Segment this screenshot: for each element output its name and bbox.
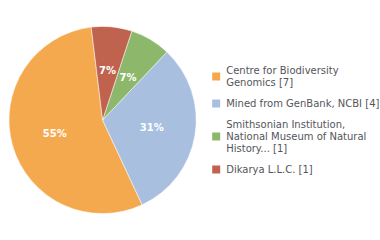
svg-text:Mined from GenBank, NCBI [4]: Mined from GenBank, NCBI [4] <box>226 98 379 109</box>
svg-text:55%: 55% <box>43 128 67 139</box>
svg-text:Centre for Biodiversity: Centre for Biodiversity <box>226 65 339 76</box>
svg-text:History... [1]: History... [1] <box>226 143 287 154</box>
svg-text:National Museum of Natural: National Museum of Natural <box>226 131 366 142</box>
svg-text:Smithsonian Institution,: Smithsonian Institution, <box>226 119 345 130</box>
svg-text:Dikarya L.L.C. [1]: Dikarya L.L.C. [1] <box>226 164 313 175</box>
svg-text:31%: 31% <box>140 122 164 133</box>
svg-text:7%: 7% <box>99 65 116 76</box>
svg-text:7%: 7% <box>120 72 137 83</box>
svg-text:Genomics [7]: Genomics [7] <box>226 77 293 88</box>
